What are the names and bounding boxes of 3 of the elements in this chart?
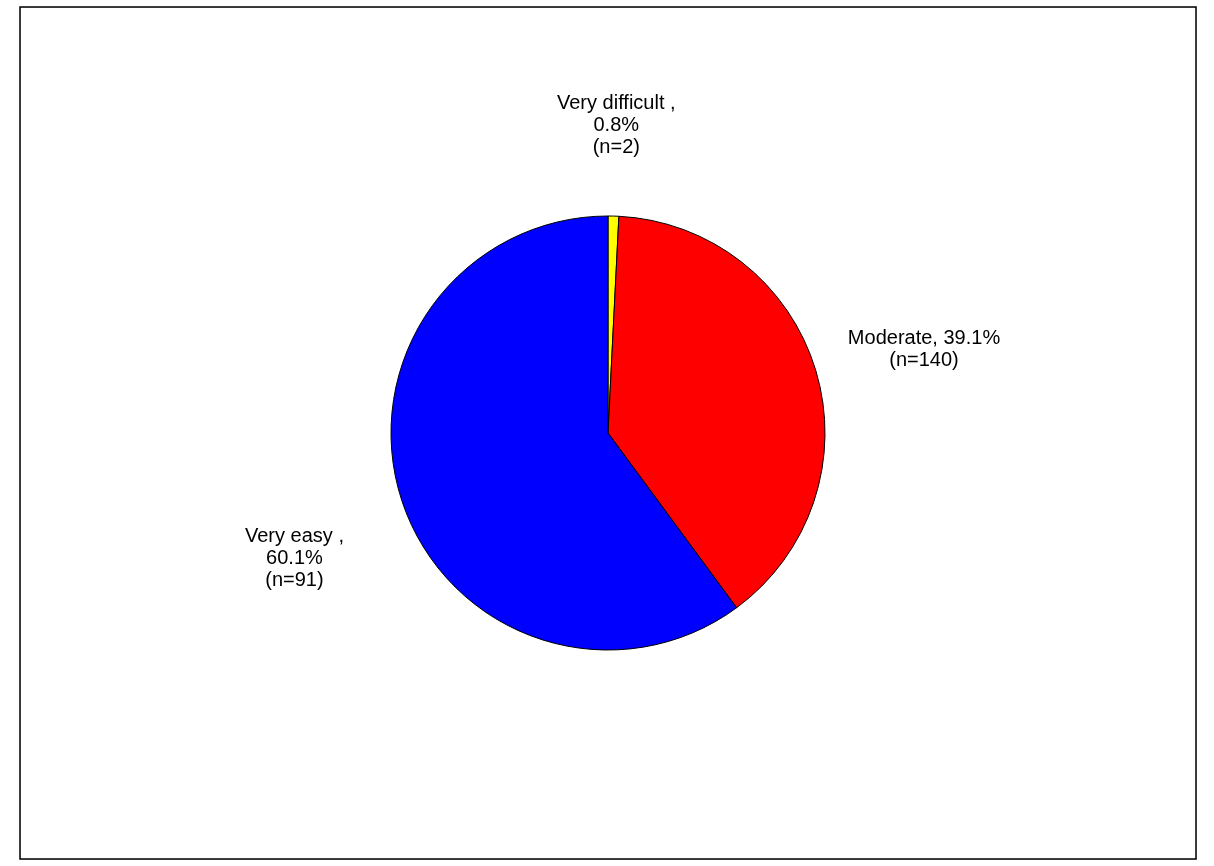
slice-label: Very difficult , 0.8% (n=2) xyxy=(557,91,676,158)
slice-label: Moderate, 39.1% (n=140) xyxy=(847,325,1001,370)
slice-label: Very easy , 60.1% (n=91) xyxy=(245,523,344,590)
